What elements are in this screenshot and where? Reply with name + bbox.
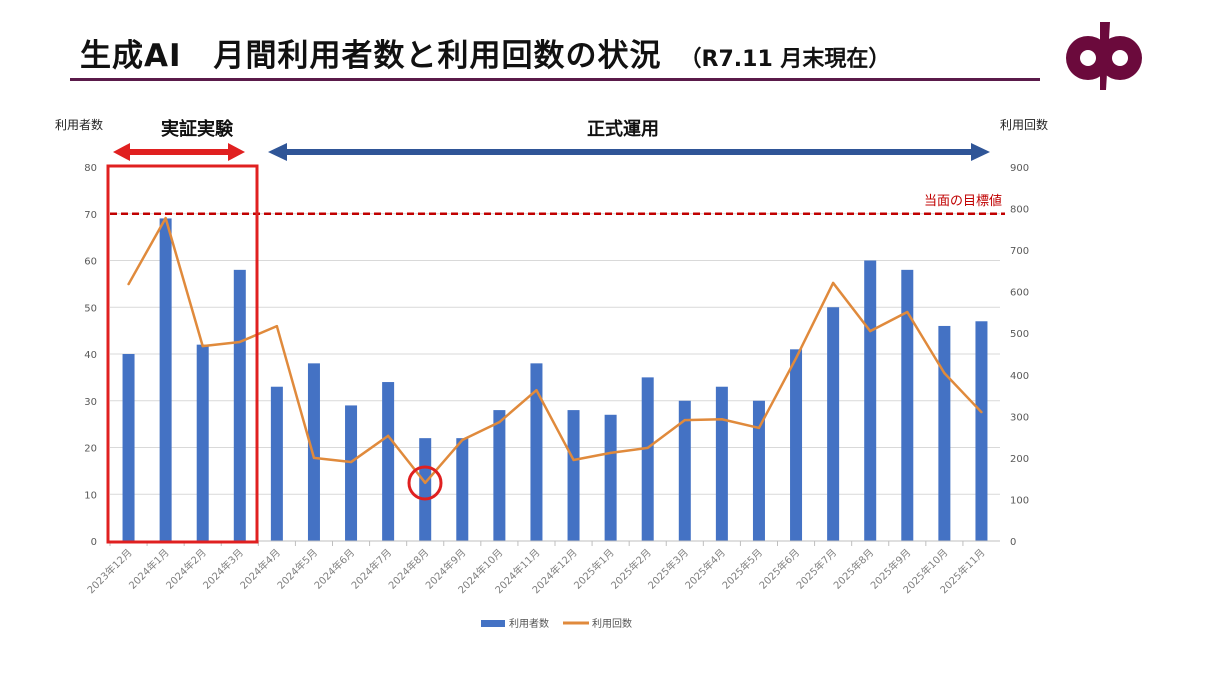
left-tick-label: 0 [91,537,97,548]
left-tick-label: 40 [84,350,97,361]
line-point [757,426,761,430]
right-tick-label: 600 [1010,288,1029,299]
right-tick-label: 800 [1010,205,1029,216]
line-point [201,344,204,348]
title-underline [70,78,1040,81]
right-tick-label: 200 [1010,454,1029,465]
left-axis-title: 利用者数 [55,117,103,132]
low-point-circle [407,465,443,501]
line-point [794,356,798,360]
bar [567,410,580,541]
line-point [609,451,612,455]
legend: 利用者数 利用回数 [481,617,632,630]
line-point [424,481,427,485]
line-point [906,310,909,314]
page-title: 生成AI 月間利用者数と利用回数の状況 （R7.11 月末現在） [80,30,890,75]
bar [196,344,209,541]
bar [493,410,506,541]
right-tick-label: 0 [1010,537,1016,548]
legend-bar-swatch [481,620,505,627]
right-tick-label: 400 [1010,371,1029,382]
bar [752,400,765,541]
right-tick-label: 300 [1010,412,1029,423]
legend-line-label: 利用回数 [592,617,632,630]
line-point [461,438,464,442]
bar [530,363,543,541]
bar [975,321,988,541]
bar [864,260,877,541]
left-tick-label: 80 [84,163,97,174]
line-point [386,434,390,438]
left-tick-label: 60 [84,257,97,268]
bar [604,414,617,541]
right-tick-label: 100 [1010,495,1029,506]
trial-arrow [113,143,245,161]
bar [270,386,283,541]
target-label: 当面の目標値 [924,193,1002,209]
line-point [572,458,575,462]
legend-bar-label: 利用者数 [509,617,549,630]
line-point [943,371,946,375]
left-tick-label: 30 [84,397,97,408]
line-point [980,410,983,414]
bar [345,405,358,541]
left-tick-label: 10 [84,490,97,501]
line-point [720,418,724,421]
line-point [127,282,130,286]
bar [901,269,914,541]
bar [678,400,691,541]
line-point [498,420,501,424]
right-axis-title: 利用回数 [1000,117,1048,132]
bar [641,377,654,541]
line-point [646,446,649,450]
bar [159,218,172,542]
line-point [349,460,353,464]
right-tick-label: 500 [1010,329,1029,340]
trial-label: 実証実験 [161,118,234,140]
production-label: 正式運用 [587,118,659,140]
bar [790,349,803,541]
right-tick-label: 900 [1010,163,1029,174]
bar [233,269,246,541]
left-tick-label: 70 [84,210,97,221]
bar [307,363,320,541]
usage-count-line [127,216,983,485]
trial-period-box [106,164,259,544]
bar [419,438,432,541]
bar [938,325,951,541]
line-point [164,216,167,220]
subtitle: （R7.11 月末現在） [679,47,891,72]
bar [122,354,135,541]
line-point [535,388,538,392]
right-tick-label: 700 [1010,246,1029,257]
x-tick-label: 2023年12月 [84,546,134,596]
line-point [312,456,316,460]
title-text: 生成AI 月間利用者数と利用回数の状況 [80,38,662,74]
bar [827,307,840,541]
bar [715,386,728,541]
production-arrow [268,143,990,161]
left-tick-label: 50 [84,303,97,314]
left-tick-label: 20 [84,444,97,455]
line-point [869,329,872,333]
line-point [275,324,279,328]
bar [456,438,469,541]
line-point [831,281,835,285]
line-point [238,340,241,344]
logo [1066,22,1142,90]
line-point [683,418,686,422]
bar [382,382,395,541]
